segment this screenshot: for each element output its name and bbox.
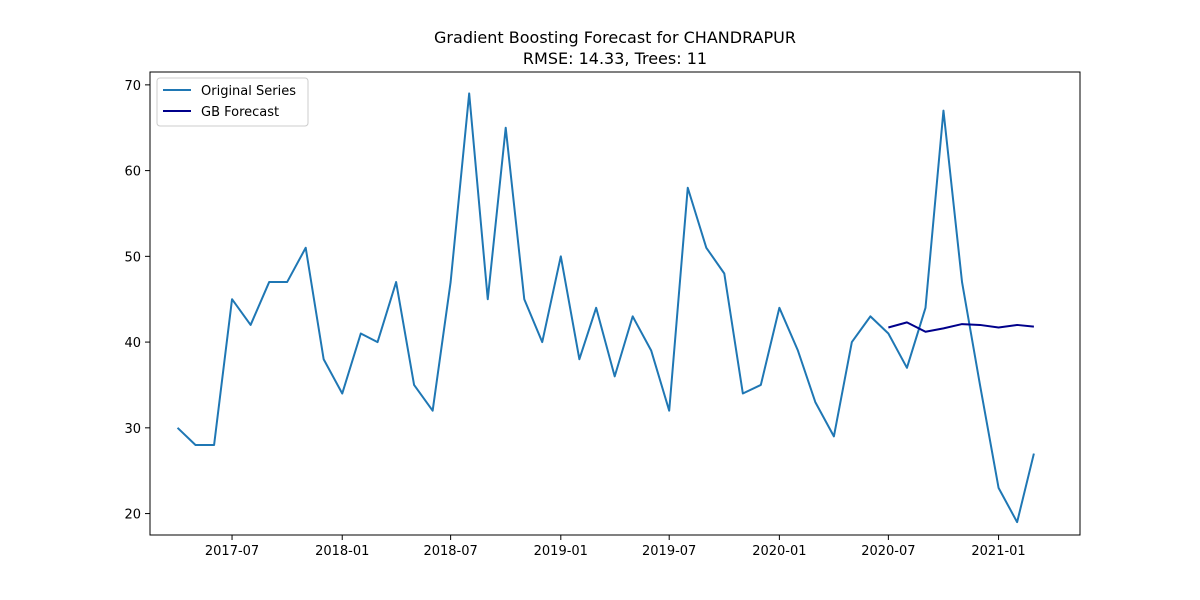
x-tick-label: 2020-01 (752, 544, 806, 559)
y-tick-label: 50 (124, 250, 141, 265)
plot-frame (149, 71, 1081, 536)
legend-label-original-series: Original Series (201, 84, 296, 99)
y-axis: 20 30 40 50 60 70 (124, 79, 150, 523)
x-tick-label: 2017-07 (205, 544, 259, 559)
x-axis: 2017-07 2018-01 2018-07 2019-01 2019-07 2020-… (205, 535, 1026, 559)
x-tick-label: 2018-07 (423, 544, 477, 559)
y-tick-label: 70 (124, 79, 141, 94)
legend: Original Series GB Forecast (156, 77, 309, 127)
y-tick-label: 40 (124, 336, 141, 351)
x-tick-label: 2019-01 (534, 544, 588, 559)
legend-box (156, 77, 309, 127)
series-layer (176, 92, 1035, 524)
legend-label-gb-forecast: GB Forecast (201, 105, 279, 120)
y-tick-label: 20 (124, 508, 141, 523)
y-tick-label: 30 (124, 422, 141, 437)
chart-subtitle: RMSE: 14.33, Trees: 11 (523, 49, 707, 68)
x-tick-label: 2019-07 (642, 544, 696, 559)
series-line-original-series (176, 92, 1035, 524)
series-line-gb-forecast (888, 321, 1034, 333)
y-tick-label: 60 (124, 165, 141, 180)
x-tick-label: 2021-01 (971, 544, 1025, 559)
x-tick-label: 2020-07 (861, 544, 915, 559)
x-tick-label: 2018-01 (315, 544, 369, 559)
chart-title: Gradient Boosting Forecast for CHANDRAPU… (434, 28, 796, 47)
